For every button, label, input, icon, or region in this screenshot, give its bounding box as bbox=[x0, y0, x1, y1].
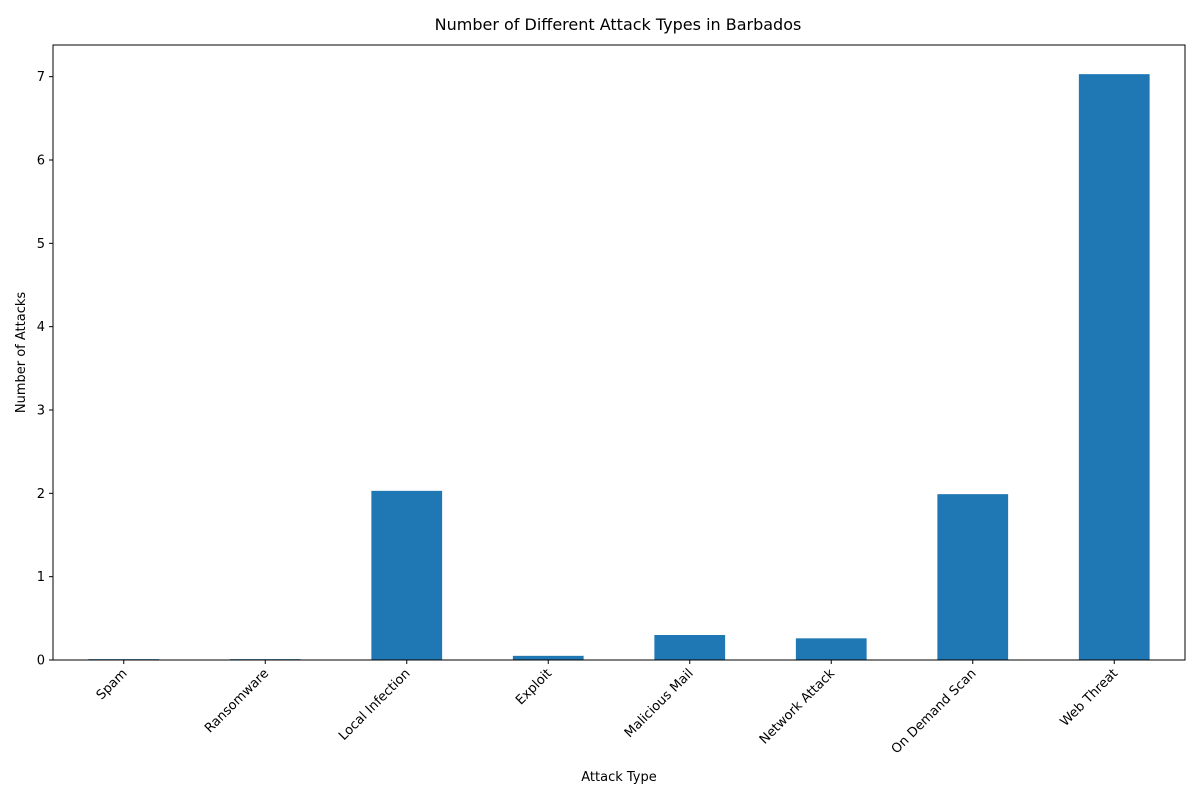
y-axis: 0 1 2 3 4 5 6 7 bbox=[37, 70, 53, 669]
x-tick-label: Exploit bbox=[513, 666, 555, 708]
bar-local-infection bbox=[371, 490, 443, 660]
x-tick-label: Spam bbox=[94, 666, 131, 703]
bar-exploit bbox=[512, 655, 584, 660]
y-tick-label: 6 bbox=[37, 154, 45, 169]
x-tick-label: Ransomware bbox=[202, 666, 272, 736]
y-tick-label: 0 bbox=[37, 654, 45, 669]
x-tick-label: On Demand Scan bbox=[889, 666, 980, 757]
x-tick-label: Malicious Mail bbox=[622, 666, 697, 741]
bar-malicious-mail bbox=[654, 635, 726, 660]
x-tick-label: Local Infection bbox=[336, 666, 413, 743]
y-tick-label: 5 bbox=[37, 237, 45, 252]
y-tick-label: 1 bbox=[37, 570, 45, 585]
y-tick-label: 7 bbox=[37, 70, 45, 85]
y-tick-label: 4 bbox=[37, 320, 45, 335]
x-tick-label: Network Attack bbox=[757, 666, 839, 748]
y-tick-label: 3 bbox=[37, 404, 45, 419]
chart-title: Number of Different Attack Types in Barb… bbox=[435, 15, 802, 34]
y-axis-title: Number of Attacks bbox=[14, 292, 29, 414]
x-tick-label: Web Threat bbox=[1058, 666, 1121, 729]
plot-frame bbox=[52, 44, 1186, 661]
x-axis-title: Attack Type bbox=[581, 770, 657, 785]
bar-on-demand-scan bbox=[937, 494, 1009, 660]
bar-network-attack bbox=[795, 638, 867, 660]
y-tick-label: 2 bbox=[37, 487, 45, 502]
bars-group bbox=[88, 74, 1150, 660]
bar-web-threat bbox=[1078, 74, 1150, 660]
x-axis: Spam Ransomware Local Infection Exploit Mali… bbox=[94, 660, 1121, 757]
